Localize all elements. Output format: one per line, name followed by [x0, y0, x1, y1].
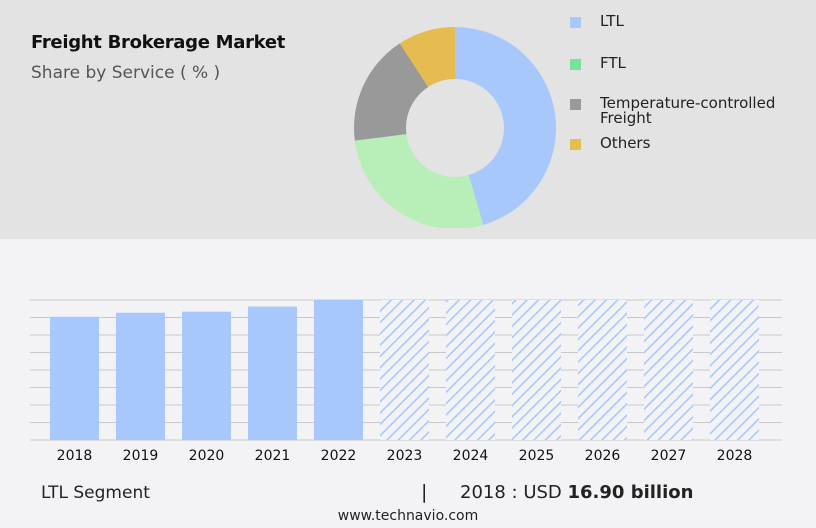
x-tick-label: 2019	[123, 448, 159, 464]
site-link[interactable]: www.technavio.com	[337, 508, 479, 524]
x-tick-label: 2021	[255, 448, 291, 464]
bar-2018	[50, 316, 99, 440]
legend-swatch	[570, 59, 581, 70]
separator: |	[421, 481, 428, 503]
donut-chart	[353, 27, 556, 228]
x-tick-label: 2028	[717, 448, 753, 464]
legend-label: Others	[600, 134, 651, 152]
bar-2019	[116, 312, 165, 440]
legend-label: FTL	[600, 54, 626, 72]
bar-forecast-2023	[380, 300, 429, 440]
segment-value: 16.90 billion	[567, 482, 694, 503]
legend-swatch	[570, 99, 581, 110]
x-tick-label: 2023	[387, 448, 423, 464]
segment-label: LTL Segment	[41, 483, 150, 503]
legend-item: Others	[570, 136, 810, 151]
x-tick-label: 2027	[651, 448, 687, 464]
bar-forecast-2024	[446, 300, 495, 440]
chart-title: Freight Brokerage Market	[31, 32, 286, 53]
donut-slice-ftl	[354, 134, 484, 228]
bar-2020	[182, 311, 231, 440]
donut-slice-ltl	[455, 27, 556, 225]
bar-forecast-2025	[512, 300, 561, 440]
x-tick-label: 2020	[189, 448, 225, 464]
legend-item: FTL	[570, 56, 810, 71]
bar-forecast-2028	[710, 300, 759, 440]
legend-label: Temperature-controlled Freight	[600, 94, 776, 127]
x-tick-label: 2024	[453, 448, 489, 464]
chart-subtitle: Share by Service ( % )	[31, 63, 221, 83]
bar-chart: 2018 2019 2020 2021 2022 2023 2024 2025 2026 2027…	[30, 299, 782, 464]
x-tick-label: 2018	[57, 448, 93, 464]
bar-forecast-2027	[644, 300, 693, 440]
legend-swatch	[570, 139, 581, 150]
x-tick-label: 2025	[519, 448, 555, 464]
bar-2022	[314, 300, 363, 440]
year-label: 2018 : USD	[460, 482, 568, 503]
legend-label: LTL	[600, 12, 624, 30]
legend-swatch	[570, 17, 581, 28]
x-tick-label: 2022	[321, 448, 357, 464]
bar-2021	[248, 306, 297, 440]
bar-forecast-2026	[578, 300, 627, 440]
donut-slice-others	[399, 27, 455, 87]
x-tick-label: 2026	[585, 448, 621, 464]
legend-item: LTL	[570, 14, 810, 29]
value-readout: 2018 : USD 16.90 billion	[460, 482, 693, 503]
legend-item: Temperature-controlled Freight	[570, 96, 810, 126]
donut-slice-temperature-controlled-freight	[353, 43, 429, 141]
